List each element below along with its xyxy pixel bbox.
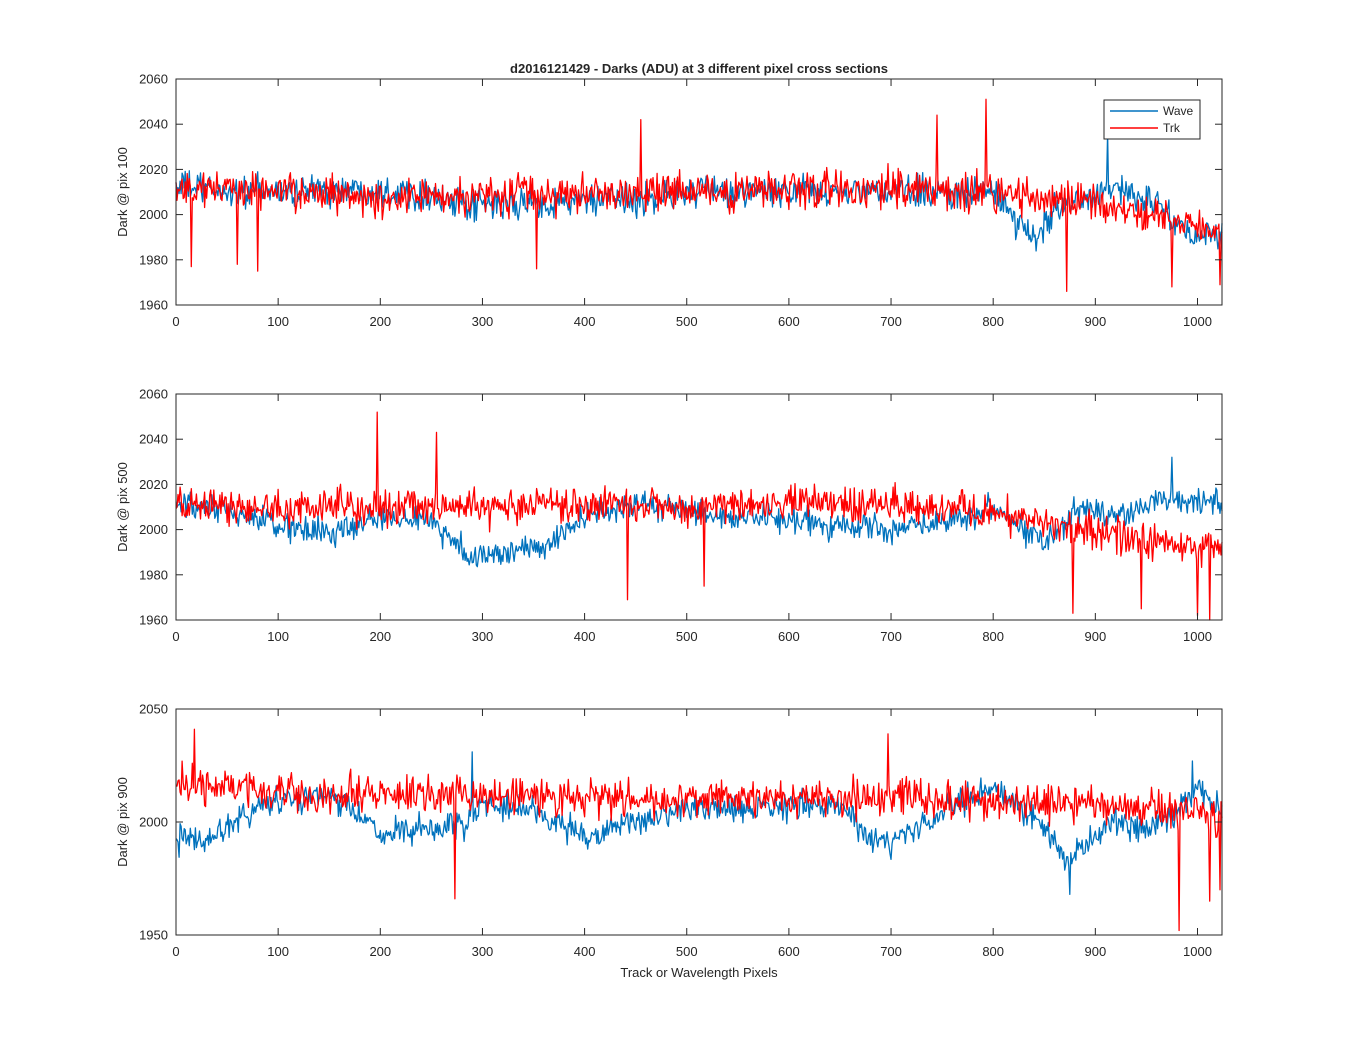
x-tick-label: 800 bbox=[982, 314, 1004, 329]
y-tick-label: 2020 bbox=[139, 477, 168, 492]
x-tick-label: 300 bbox=[472, 944, 494, 959]
x-tick-label: 300 bbox=[472, 629, 494, 644]
y-tick-label: 2000 bbox=[139, 815, 168, 830]
x-tick-label: 900 bbox=[1084, 944, 1106, 959]
subplot-2-ticks: 0 100 200 300 400 500 600 700 800 900 1000 1960 1980… bbox=[139, 387, 1222, 644]
y-tick-label: 2060 bbox=[139, 72, 168, 87]
y-tick-label: 2040 bbox=[139, 432, 168, 447]
y-tick-label: 1960 bbox=[139, 613, 168, 628]
x-tick-label: 1000 bbox=[1183, 314, 1212, 329]
x-tick-label: 200 bbox=[369, 944, 391, 959]
legend-trk-label: Trk bbox=[1163, 121, 1181, 135]
y-tick-label: 1950 bbox=[139, 928, 168, 943]
x-tick-label: 600 bbox=[778, 944, 800, 959]
y-tick-label: 1980 bbox=[139, 252, 168, 267]
x-tick-label: 500 bbox=[676, 944, 698, 959]
x-tick-label: 0 bbox=[172, 314, 179, 329]
subplot-2-ylabel: Dark @ pix 500 bbox=[115, 462, 130, 552]
x-tick-label: 900 bbox=[1084, 314, 1106, 329]
y-tick-label: 2040 bbox=[139, 117, 168, 132]
x-tick-label: 0 bbox=[172, 629, 179, 644]
series-line-trk-subplot-1 bbox=[175, 98, 1223, 293]
x-tick-label: 300 bbox=[472, 314, 494, 329]
legend-wave-label: Wave bbox=[1163, 104, 1194, 118]
x-axis-label: Track or Wavelength Pixels bbox=[620, 965, 778, 980]
y-tick-label: 2000 bbox=[139, 207, 168, 222]
x-tick-label: 600 bbox=[778, 314, 800, 329]
subplot-1-ylabel: Dark @ pix 100 bbox=[115, 147, 130, 237]
x-tick-label: 700 bbox=[880, 314, 902, 329]
y-tick-label: 1980 bbox=[139, 567, 168, 582]
subplot-1-series bbox=[175, 98, 1223, 293]
subplot-3-ylabel: Dark @ pix 900 bbox=[115, 777, 130, 867]
legend: Wave Trk bbox=[1103, 99, 1201, 140]
x-tick-label: 200 bbox=[369, 629, 391, 644]
subplot-3-ticks: 0 100 200 300 400 500 600 700 800 900 1000 1950 2000… bbox=[139, 702, 1222, 959]
x-tick-label: 400 bbox=[574, 314, 596, 329]
x-tick-label: 100 bbox=[267, 314, 289, 329]
x-tick-label: 700 bbox=[880, 944, 902, 959]
x-tick-label: 400 bbox=[574, 944, 596, 959]
y-tick-label: 2020 bbox=[139, 162, 168, 177]
x-tick-label: 600 bbox=[778, 629, 800, 644]
x-tick-label: 500 bbox=[676, 629, 698, 644]
subplot-1-axes-box bbox=[175, 78, 1223, 306]
x-tick-label: 900 bbox=[1084, 629, 1106, 644]
x-tick-label: 100 bbox=[267, 629, 289, 644]
y-tick-label: 2060 bbox=[139, 387, 168, 402]
x-tick-label: 200 bbox=[369, 314, 391, 329]
figure-title: d2016121429 - Darks (ADU) at 3 different… bbox=[510, 61, 888, 76]
x-tick-label: 500 bbox=[676, 314, 698, 329]
series-line-wave-subplot-2 bbox=[175, 456, 1223, 568]
x-tick-label: 1000 bbox=[1183, 629, 1212, 644]
x-tick-label: 1000 bbox=[1183, 944, 1212, 959]
subplot-2-axes-box bbox=[175, 393, 1223, 621]
subplot-2: 0 100 200 300 400 500 600 700 800 900 1000 1960 1980… bbox=[115, 387, 1223, 644]
x-tick-label: 800 bbox=[982, 629, 1004, 644]
legend-box bbox=[1103, 99, 1201, 140]
x-tick-label: 400 bbox=[574, 629, 596, 644]
subplot-3-series bbox=[175, 728, 1223, 932]
y-tick-label: 2050 bbox=[139, 702, 168, 717]
subplot-3: 0 100 200 300 400 500 600 700 800 900 1000 1950 2000… bbox=[115, 702, 1223, 959]
y-tick-label: 1960 bbox=[139, 298, 168, 313]
series-line-trk-subplot-2 bbox=[175, 411, 1223, 621]
x-tick-label: 0 bbox=[172, 944, 179, 959]
subplot-1: 0 100 200 300 400 500 600 700 800 900 1000 1960 1980… bbox=[115, 72, 1223, 329]
series-line-trk-subplot-3 bbox=[176, 728, 1223, 932]
x-tick-label: 100 bbox=[267, 944, 289, 959]
series-line-wave-subplot-1 bbox=[175, 132, 1223, 252]
subplot-1-ticks: 0 100 200 300 400 500 600 700 800 900 1000 1960 1980… bbox=[139, 72, 1222, 329]
x-tick-label: 800 bbox=[982, 944, 1004, 959]
y-tick-label: 2000 bbox=[139, 522, 168, 537]
subplot-2-series bbox=[175, 411, 1223, 621]
x-tick-label: 700 bbox=[880, 629, 902, 644]
